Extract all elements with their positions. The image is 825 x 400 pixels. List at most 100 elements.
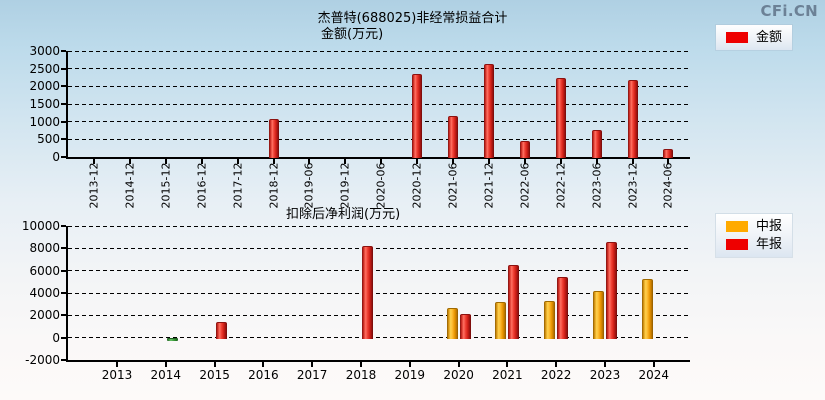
top-chart-plot-area: 0 500 1000 1500 2000 2500 3000 2013-12 2014-12 20… bbox=[29, 44, 690, 208]
bar-2022-年报[interactable] bbox=[557, 276, 569, 339]
bar-2022-06-金额[interactable] bbox=[519, 141, 530, 158]
y-axis-label: 6000 bbox=[29, 263, 60, 278]
bar-2022-中报[interactable] bbox=[544, 300, 556, 339]
x-axis-label: 2014 bbox=[150, 368, 182, 382]
y-axis-tick bbox=[61, 336, 66, 339]
x-axis-label: 2021 bbox=[492, 368, 523, 382]
bar-2020-12-金额[interactable] bbox=[412, 73, 423, 158]
bar-2023-年报[interactable] bbox=[606, 241, 617, 339]
x-axis-label: 2013-12 bbox=[87, 162, 101, 209]
x-axis-label: 2023 bbox=[589, 368, 621, 382]
x-axis-tick bbox=[344, 159, 347, 164]
y-axis-label: 1500 bbox=[29, 97, 60, 111]
gridline bbox=[68, 50, 690, 52]
gridline bbox=[68, 225, 690, 227]
legend-item: 金额 bbox=[725, 30, 782, 45]
x-axis-tick bbox=[652, 362, 655, 367]
x-axis-label: 2024 bbox=[638, 368, 670, 382]
bottom-chart-legend: 中报 年报 bbox=[715, 214, 792, 257]
y-axis-label: 3000 bbox=[29, 44, 60, 58]
y-axis-tick bbox=[61, 359, 66, 361]
x-axis-tick bbox=[452, 159, 454, 164]
x-axis-label: 2020 bbox=[443, 368, 474, 382]
gridline bbox=[68, 247, 690, 249]
y-axis-label: 0 bbox=[52, 330, 60, 345]
y-axis-tick bbox=[61, 225, 66, 227]
x-axis-label: 2019-12 bbox=[338, 162, 352, 209]
bar-2023-中报[interactable] bbox=[593, 290, 604, 339]
x-axis-tick bbox=[506, 362, 509, 367]
x-axis-label: 2015 bbox=[199, 368, 230, 382]
bottom-chart-title: 扣除后净利润(万元) bbox=[286, 207, 401, 222]
x-axis-tick bbox=[262, 362, 265, 367]
x-axis-tick bbox=[457, 362, 460, 367]
y-axis-tick bbox=[61, 292, 66, 294]
x-axis-label: 2022-12 bbox=[554, 162, 568, 209]
x-axis-label: 2019 bbox=[394, 368, 426, 382]
bar-2018-年报[interactable] bbox=[362, 246, 373, 339]
x-axis-tick bbox=[631, 159, 634, 164]
y-axis-tick bbox=[61, 269, 66, 272]
top-chart-title: 杰普特(688025)非经常损益合计 bbox=[317, 11, 508, 26]
legend-item: 年报 bbox=[725, 237, 782, 252]
x-axis-label: 2017 bbox=[296, 368, 328, 382]
x-axis-label: 2014-12 bbox=[123, 162, 137, 209]
x-axis-tick bbox=[164, 362, 167, 367]
bar-2018-12-金额[interactable] bbox=[268, 118, 279, 158]
x-axis-tick bbox=[164, 159, 167, 164]
bar-2021-年报[interactable] bbox=[508, 265, 520, 339]
bar-2023-06-金额[interactable] bbox=[591, 130, 602, 158]
x-axis-tick bbox=[604, 362, 606, 367]
x-axis-tick bbox=[408, 362, 411, 367]
x-axis-label: 2016-12 bbox=[195, 162, 209, 209]
x-axis-tick bbox=[116, 362, 118, 367]
x-axis-tick bbox=[523, 159, 526, 164]
bar-2014-年报[interactable] bbox=[166, 337, 178, 341]
y-axis-tick bbox=[61, 50, 66, 52]
top-chart-legend: 金额 bbox=[715, 25, 792, 50]
y-axis-tick bbox=[61, 314, 66, 317]
x-axis-label: 2016 bbox=[248, 368, 279, 382]
bar-2021-中报[interactable] bbox=[495, 301, 507, 339]
x-axis-tick bbox=[416, 159, 419, 164]
x-axis-label: 2020-12 bbox=[410, 162, 424, 209]
bar-2021-12-金额[interactable] bbox=[483, 64, 494, 158]
x-axis-label: 2013 bbox=[101, 368, 133, 382]
x-axis-tick bbox=[236, 159, 239, 164]
x-axis-tick bbox=[595, 159, 598, 164]
gridline bbox=[68, 68, 690, 70]
legend-swatch bbox=[725, 239, 748, 250]
y-axis-label: 500 bbox=[37, 132, 60, 147]
bar-2020-中报[interactable] bbox=[446, 307, 458, 339]
y-axis-label: 8000 bbox=[29, 241, 60, 256]
x-axis-tick bbox=[213, 362, 216, 367]
x-axis-tick bbox=[380, 159, 383, 164]
bar-2022-12-金额[interactable] bbox=[555, 77, 566, 158]
y-axis-label: -2000 bbox=[25, 353, 60, 367]
legend-label: 年报 bbox=[755, 237, 782, 252]
bar-2023-12-金额[interactable] bbox=[627, 79, 638, 158]
legend-label: 中报 bbox=[755, 219, 782, 234]
x-axis-label: 2018 bbox=[345, 368, 377, 382]
bar-2024-06-金额[interactable] bbox=[663, 148, 674, 158]
y-axis-label: 2000 bbox=[29, 79, 60, 94]
y-axis-tick bbox=[61, 67, 66, 70]
x-axis-label: 2017-12 bbox=[231, 162, 245, 209]
bar-2020-年报[interactable] bbox=[459, 313, 471, 339]
x-axis-label: 2022-06 bbox=[518, 162, 532, 209]
y-axis-tick bbox=[61, 156, 66, 158]
gridline bbox=[68, 103, 690, 105]
x-axis-label: 2021-12 bbox=[482, 162, 496, 209]
gridline bbox=[68, 85, 690, 87]
legend-item: 中报 bbox=[725, 219, 782, 234]
y-axis-label: 4000 bbox=[29, 286, 60, 300]
bar-2024-中报[interactable] bbox=[641, 278, 653, 339]
legend-swatch bbox=[725, 221, 748, 232]
bar-2021-06-金额[interactable] bbox=[448, 116, 458, 158]
bar-2015-年报[interactable] bbox=[215, 322, 227, 339]
x-axis-label: 2018-12 bbox=[267, 162, 280, 209]
x-axis-tick bbox=[360, 362, 362, 367]
gridline bbox=[68, 292, 690, 294]
y-axis-label: 2000 bbox=[29, 308, 60, 323]
